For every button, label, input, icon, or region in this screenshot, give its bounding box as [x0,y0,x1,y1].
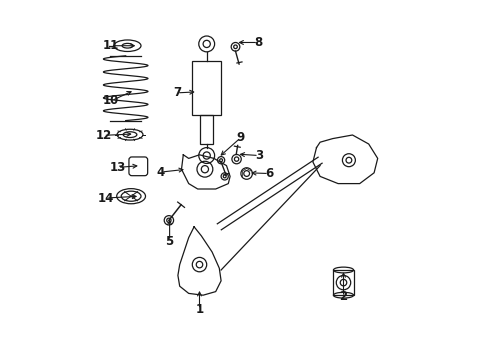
Text: 7: 7 [172,86,181,99]
Text: 8: 8 [254,36,262,49]
Text: 5: 5 [165,235,173,248]
Text: 9: 9 [236,131,244,144]
Text: 14: 14 [98,192,114,204]
Text: 3: 3 [254,149,263,162]
Text: 10: 10 [103,94,119,107]
Text: 4: 4 [157,166,165,179]
Text: 12: 12 [95,129,111,142]
Bar [333,270,353,295]
Bar [200,115,213,144]
Text: 11: 11 [102,39,119,52]
Text: 6: 6 [264,167,272,180]
Text: 13: 13 [109,161,125,174]
Text: 2: 2 [339,291,347,303]
Text: 1: 1 [195,303,203,316]
Bar [192,61,221,115]
